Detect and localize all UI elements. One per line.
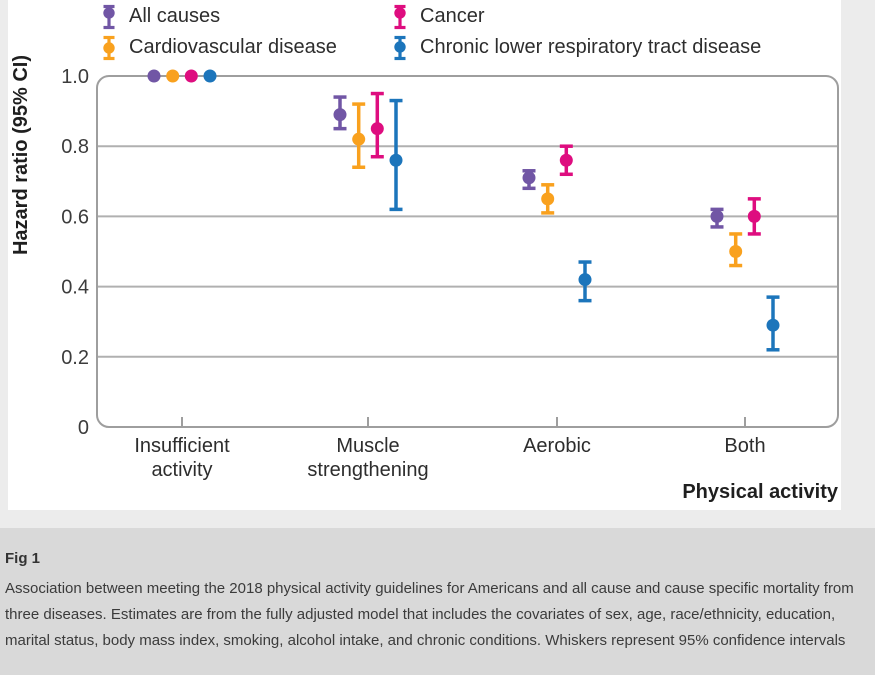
point-marker <box>559 153 573 167</box>
errorbar-icon <box>103 35 115 60</box>
point-marker <box>147 69 161 83</box>
data-point <box>747 197 761 236</box>
x-axis-title: Physical activity <box>682 481 838 503</box>
data-point <box>541 183 555 215</box>
category-label: Aerobic <box>523 435 591 457</box>
data-point <box>578 260 592 303</box>
y-tick-label: 0 <box>78 417 89 439</box>
point-marker <box>729 245 743 258</box>
y-tick-label: 0.2 <box>61 347 89 369</box>
figure-caption: Fig 1 Association between meeting the 20… <box>0 528 875 675</box>
y-tick-label: 1.0 <box>61 66 89 88</box>
point-marker <box>352 132 366 146</box>
point-marker <box>370 122 384 136</box>
legend-item-cardiovascular-disease: Cardiovascular disease <box>102 32 393 63</box>
caption-text: Association between meeting the 2018 phy… <box>5 580 854 649</box>
point-marker <box>578 273 592 287</box>
category-label: Muscle <box>336 435 399 457</box>
data-point <box>559 144 573 177</box>
legend-label: Chronic lower respiratory tract disease <box>420 36 762 58</box>
data-point <box>370 91 384 159</box>
point-marker <box>389 153 403 167</box>
figure-number: Fig 1 <box>5 550 41 567</box>
point-marker <box>184 69 198 83</box>
legend-label: Cardiovascular disease <box>129 36 337 58</box>
data-point <box>352 102 366 170</box>
category-label: activity <box>151 459 212 481</box>
point-marker <box>166 69 180 83</box>
legend-item-all-causes: All causes <box>102 1 393 32</box>
legend-item-cancer: Cancer <box>393 1 761 32</box>
data-point <box>184 69 198 83</box>
errorbar-icon <box>103 4 115 29</box>
point-marker <box>747 209 761 223</box>
data-point <box>710 207 724 229</box>
errorbar-icon <box>394 35 406 60</box>
category-label: strengthening <box>307 459 428 481</box>
errorbar-icon <box>394 4 406 29</box>
y-tick-label: 0.6 <box>61 206 89 228</box>
category-label: Insufficient <box>134 435 230 457</box>
legend-label: Cancer <box>420 5 485 27</box>
y-tick-label: 0.8 <box>61 136 89 158</box>
chart-legend: All causes Cardiovascular disease Cancer… <box>102 1 761 63</box>
legend-item-respiratory-disease: Chronic lower respiratory tract disease <box>393 32 761 63</box>
point-marker <box>710 209 724 223</box>
point-marker <box>333 108 347 122</box>
data-point <box>333 95 347 131</box>
legend-label: All causes <box>129 5 221 27</box>
category-label: Both <box>724 435 765 457</box>
data-point <box>389 98 403 212</box>
point-marker <box>203 69 217 83</box>
data-point <box>203 69 217 83</box>
data-point <box>522 169 536 191</box>
data-point <box>766 295 780 352</box>
data-point <box>166 69 180 83</box>
plot-border <box>96 75 839 428</box>
point-marker <box>522 171 536 185</box>
data-point <box>729 232 743 268</box>
data-point <box>147 69 161 83</box>
point-marker <box>766 318 780 332</box>
point-marker <box>541 192 555 206</box>
y-tick-label: 0.4 <box>61 277 89 299</box>
figure-panel: All causes Cardiovascular disease Cancer… <box>8 0 841 510</box>
